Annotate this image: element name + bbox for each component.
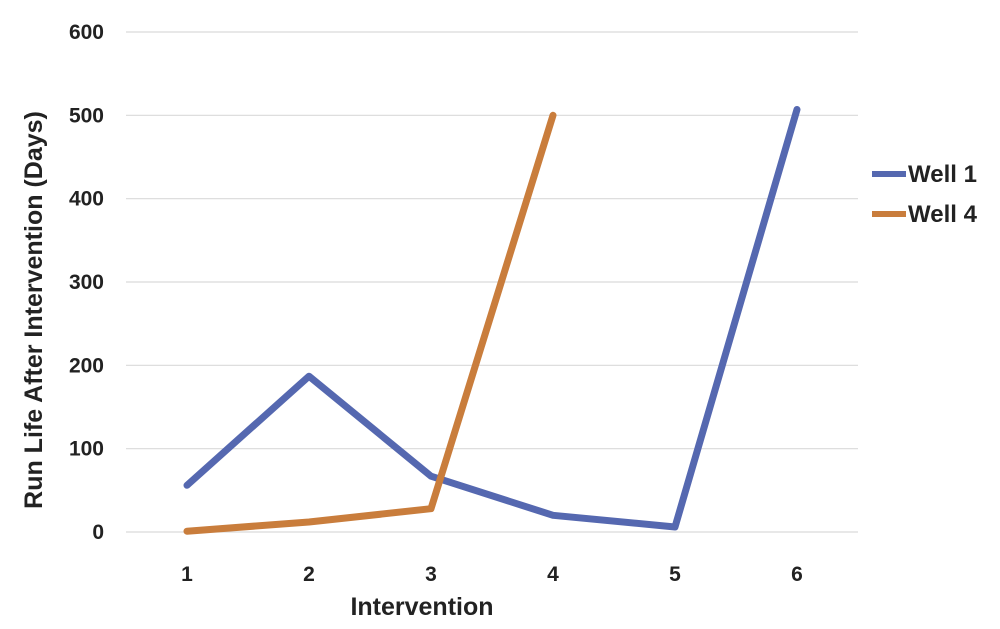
series-line-well-4: [183, 111, 557, 535]
series-lines: [183, 106, 801, 535]
x-tick-label: 3: [425, 563, 437, 586]
y-tick-label: 600: [69, 21, 104, 44]
y-tick-label: 500: [69, 104, 104, 127]
y-tick-label: 200: [69, 354, 104, 377]
legend-item-well-4: Well 4: [872, 201, 978, 228]
y-axis-ticks: 0 100 200 300 400 500 600: [69, 21, 104, 544]
x-tick-label: 1: [181, 563, 193, 586]
y-tick-label: 100: [69, 438, 104, 461]
x-tick-label: 2: [303, 563, 315, 586]
legend-label: Well 1: [908, 161, 977, 188]
y-axis-title: Run Life After Intervention (Days): [20, 111, 48, 509]
x-axis-title: Intervention: [350, 593, 493, 621]
x-tick-label: 6: [791, 563, 803, 586]
y-tick-label: 400: [69, 188, 104, 211]
series-line-well-1: [183, 106, 801, 531]
x-tick-label: 4: [547, 563, 559, 586]
x-axis-ticks: 1 2 3 4 5 6: [181, 563, 803, 586]
gridlines: [126, 31, 858, 533]
legend-item-well-1: Well 1: [872, 161, 977, 188]
y-tick-label: 300: [69, 271, 104, 294]
legend: Well 1 Well 4: [872, 161, 978, 228]
legend-label: Well 4: [908, 201, 978, 228]
x-tick-label: 5: [669, 563, 681, 586]
y-tick-label: 0: [92, 521, 104, 544]
